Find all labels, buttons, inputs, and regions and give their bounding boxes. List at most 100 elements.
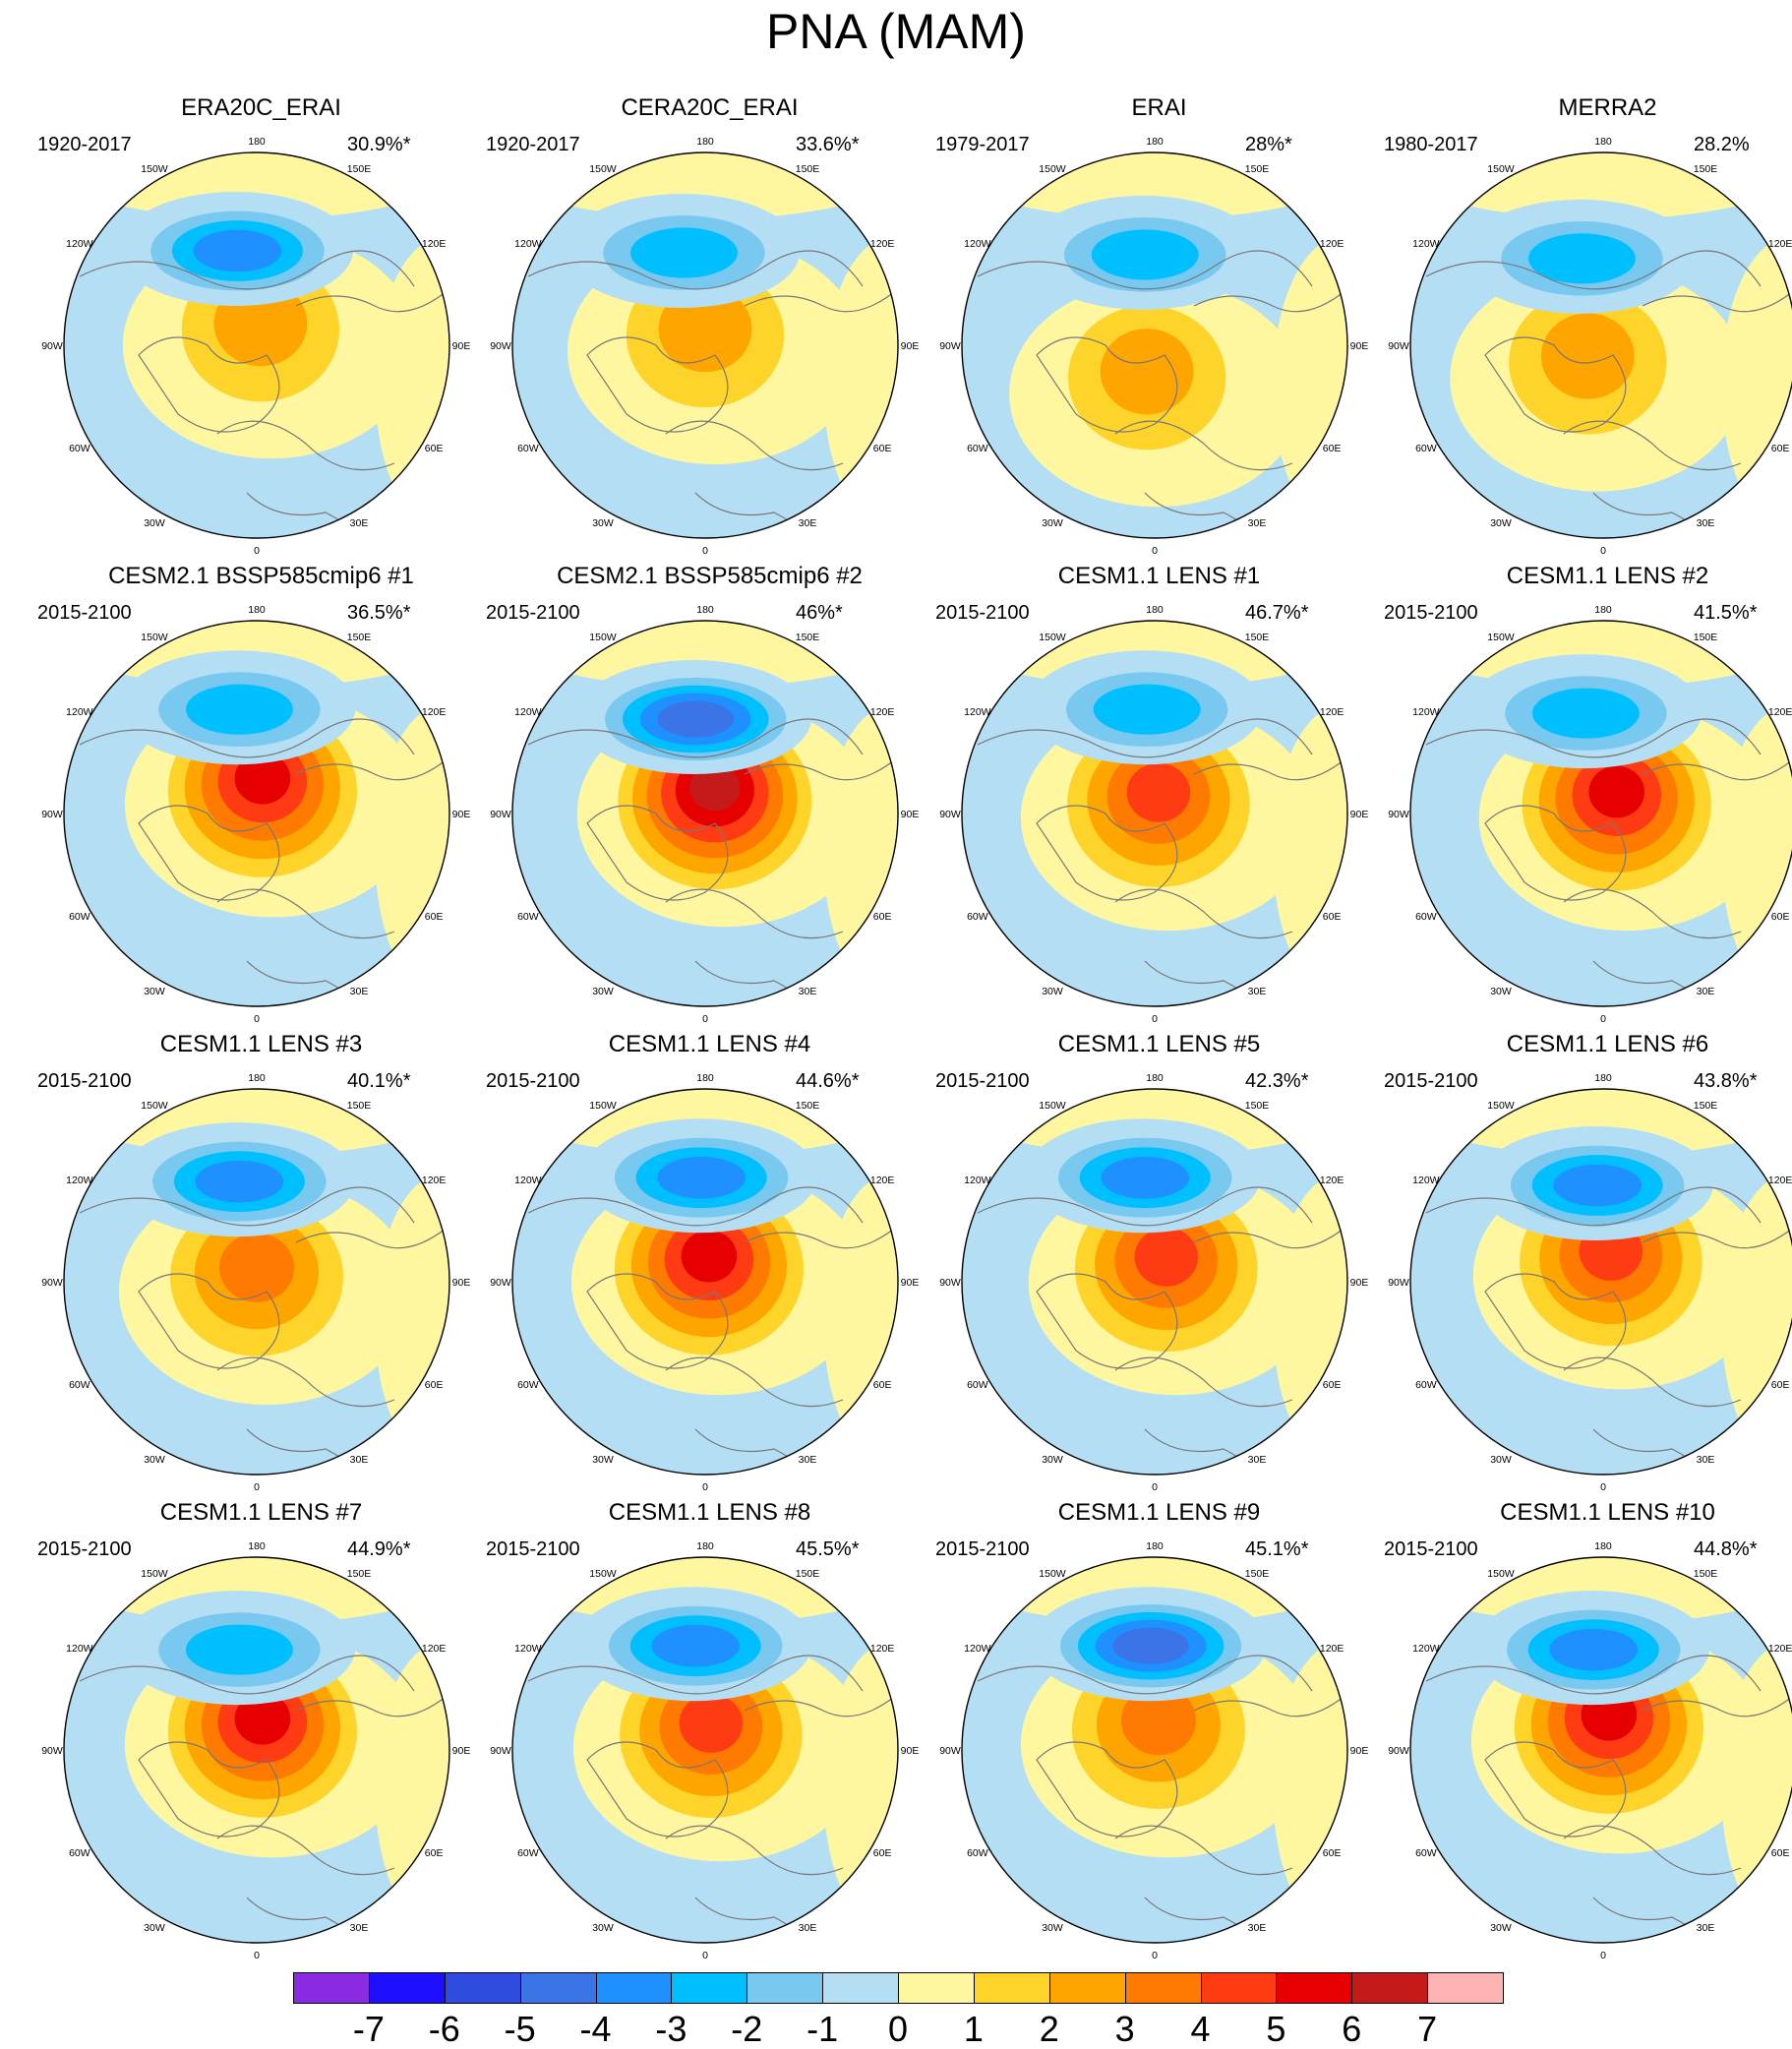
coastline [246,492,386,538]
longitude-label: 90W [939,1745,961,1757]
panel-title: CESM1.1 LENS #5 [1057,1031,1261,1057]
colorbar-tick-label: -2 [731,2009,763,2049]
coastline [246,1428,386,1475]
panel-title: ERAI [1131,94,1187,121]
coastline [1642,275,1792,313]
negative-lobe-contour [1528,233,1636,284]
colorbar-swatch [747,1972,824,2004]
positive-lobe-contour [219,1233,294,1302]
longitude-label: 90E [901,340,920,352]
longitude-label: 60W [517,443,539,454]
coastline [1563,420,1742,471]
longitude-label: 120E [422,1175,447,1186]
coastline [1193,744,1347,781]
panel-variance: 41.5%* [1694,602,1758,624]
negative-lobe-contour [630,227,738,278]
longitude-label: 120W [66,1175,93,1186]
colorbar-tick-label: 0 [887,2009,909,2049]
longitude-label: 150E [1245,1100,1270,1112]
panel-period: 2015-2100 [1384,602,1478,624]
coastline [216,1356,395,1408]
longitude-label: 90W [939,1277,961,1289]
coastline [665,420,844,471]
longitude-label: 60E [1323,443,1342,454]
longitude-label: 120E [870,1175,895,1186]
longitude-label: 180 [696,1072,714,1084]
longitude-label: 120W [66,1643,93,1655]
negative-lobe-contour [1549,1628,1639,1671]
positive-lobe-contour [1100,329,1194,415]
longitude-label: 30E [1697,1922,1715,1934]
coastline [744,744,898,781]
map-boundary [961,1088,1348,1476]
longitude-label: 90W [490,809,511,820]
longitude-label: 30W [144,986,165,997]
coastline [527,718,864,758]
panel-variance: 28%* [1245,134,1292,155]
longitude-label: 120W [1412,238,1440,250]
coastline [138,336,280,433]
longitude-label: 120E [1768,238,1792,250]
longitude-label: 60W [69,1379,90,1391]
longitude-label: 60E [1771,1847,1790,1859]
longitude-label: 90E [1350,1745,1369,1757]
longitude-label: 90W [41,1277,63,1289]
longitude-label: 30W [1490,1454,1512,1466]
longitude-label: 30W [1490,986,1512,997]
colorbar-tick-label: -4 [579,2009,612,2049]
longitude-label: 30W [592,1454,614,1466]
longitude-label: 30E [1248,1454,1267,1466]
panel-period: 2015-2100 [486,602,580,624]
longitude-label: 60E [873,1847,892,1859]
longitude-label: 120W [514,1175,542,1186]
longitude-label: 0 [254,1481,260,1493]
map-boundary [1409,1556,1792,1944]
coastline [1642,744,1792,781]
longitude-label: 30E [350,986,369,997]
panel-period: 2015-2100 [37,602,132,624]
panel-variance: 44.9%* [347,1538,411,1560]
longitude-label: 90W [490,340,511,352]
coastline [1036,805,1178,901]
longitude-label: 30W [1042,1454,1063,1466]
map-panel: ERAI 1979-2017 28%* 180 150E 120E 90E 60E 30E 0 30… [935,94,1383,557]
panel-title: MERRA2 [1558,94,1657,121]
longitude-label: 120E [422,238,447,250]
coastline [977,1186,1313,1227]
longitude-label: 30W [1490,517,1512,529]
longitude-label: 0 [1600,1950,1606,1961]
longitude-label: 120E [870,1643,895,1655]
negative-lobe-contour [1112,1627,1189,1664]
panel-title: CESM1.1 LENS #3 [159,1031,363,1057]
coastline [295,1212,449,1249]
longitude-label: 90E [452,340,471,352]
coastline [1425,250,1762,290]
map-panel: CESM1.1 LENS #2 2015-2100 41.5%* 180 150E 120… [1384,563,1792,1025]
longitude-label: 30W [1490,1922,1512,1934]
longitude-label: 0 [702,545,708,557]
coastline [1484,1741,1627,1838]
longitude-label: 60W [967,1847,988,1859]
colorbar: -7 -6 -5 -4 -3 -2 -1 0 1 2 3 4 5 6 7 [293,1972,1504,2049]
longitude-label: 180 [1146,1072,1164,1084]
colorbar-tick-label: -1 [806,2009,839,2049]
longitude-label: 0 [1600,545,1606,557]
coastline [1484,805,1627,901]
negative-lobe-contour [1091,229,1199,280]
longitude-label: 60E [873,1379,892,1391]
coastline [1144,960,1284,1006]
longitude-label: 150W [141,632,168,643]
map-panel: ERA20C_ERAI 1920-2017 30.9%* 180 150E 120E 90E… [37,94,485,557]
longitude-label: 120E [1320,238,1344,250]
longitude-label: 30W [144,1922,165,1934]
longitude-label: 150E [1245,632,1270,643]
longitude-label: 0 [1152,1013,1158,1025]
longitude-label: 180 [248,1072,266,1084]
coastline [1592,1897,1732,1943]
longitude-label: 150W [589,632,617,643]
coastline [744,275,898,313]
